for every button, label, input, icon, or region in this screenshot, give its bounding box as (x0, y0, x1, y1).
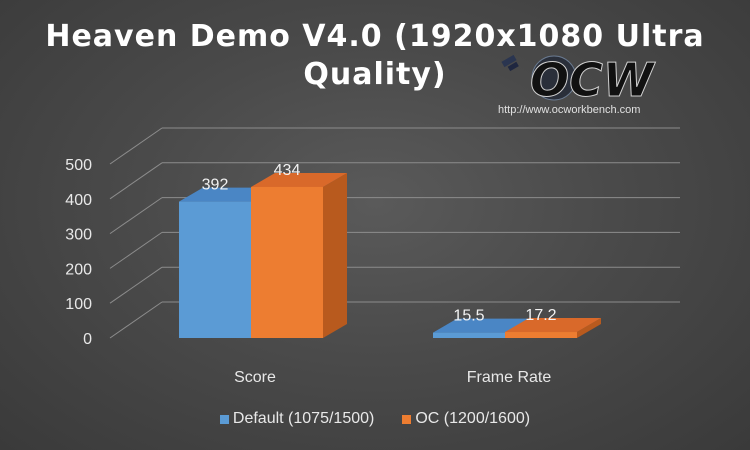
svg-text:OCW: OCW (530, 53, 656, 104)
gridline-depth (109, 197, 163, 235)
ocw-watermark-logo: OCW http://www.ocworkbench.com (498, 52, 678, 122)
data-labels: 392 434 15.5 17.2 (202, 162, 557, 325)
bar-side-1-0 (323, 172, 347, 338)
data-label-0-1: 15.5 (453, 308, 484, 325)
bar-side-1-1 (577, 318, 601, 338)
legend-swatch-default (219, 414, 229, 424)
data-label-1-0: 434 (274, 162, 301, 179)
legend-label-default: Default (1075/1500) (232, 410, 375, 427)
bar-0-1 (433, 332, 505, 338)
bars (179, 172, 601, 338)
gridline-depth (109, 162, 163, 200)
y-tick-label: 200 (65, 261, 92, 278)
gridline-depth (109, 127, 163, 165)
chart-title-line-1: Heaven Demo V4.0 (1920x1080 Ultra (45, 19, 705, 54)
legend-label-oc: OC (1200/1600) (415, 410, 531, 427)
bar-top-1-1 (505, 318, 601, 333)
y-tick-label: 500 (65, 157, 92, 174)
category-label-0: Score (234, 369, 276, 386)
y-tick-label: 400 (65, 192, 92, 209)
satellite-icon (501, 54, 519, 72)
bar-top-1-0 (251, 172, 347, 187)
chart-title: Heaven Demo V4.0 (1920x1080 Ultra Qualit… (0, 18, 750, 94)
bar-0-0 (179, 201, 251, 338)
y-tick-label: 100 (65, 296, 92, 313)
gridline-depth (109, 301, 163, 339)
ocw-logo-icon: OCW (501, 53, 656, 108)
chart-title-line-2: Quality) (303, 57, 447, 92)
data-label-1-1: 17.2 (525, 307, 556, 324)
y-tick-label: 300 (65, 227, 92, 244)
legend: Default (1075/1500) OC (1200/1600) (0, 410, 750, 428)
x-axis-categories: Score Frame Rate (234, 369, 551, 386)
gridline-depth (109, 231, 163, 269)
y-axis-ticks: 0 100 200 300 400 500 (65, 157, 92, 348)
bar-1-0 (251, 186, 323, 338)
globe-icon (532, 56, 576, 100)
legend-item-oc: OC (1200/1600) (402, 410, 530, 428)
legend-swatch-oc (402, 414, 412, 424)
data-label-0-0: 392 (202, 177, 229, 194)
legend-item-default: Default (1075/1500) (219, 410, 375, 428)
bar-top-0-1 (433, 318, 529, 333)
gridline-depth (109, 266, 163, 304)
y-tick-label: 0 (83, 331, 92, 348)
bar-1-1 (505, 332, 577, 338)
category-label-1: Frame Rate (467, 369, 552, 386)
watermark-url: http://www.ocworkbench.com (498, 104, 641, 116)
